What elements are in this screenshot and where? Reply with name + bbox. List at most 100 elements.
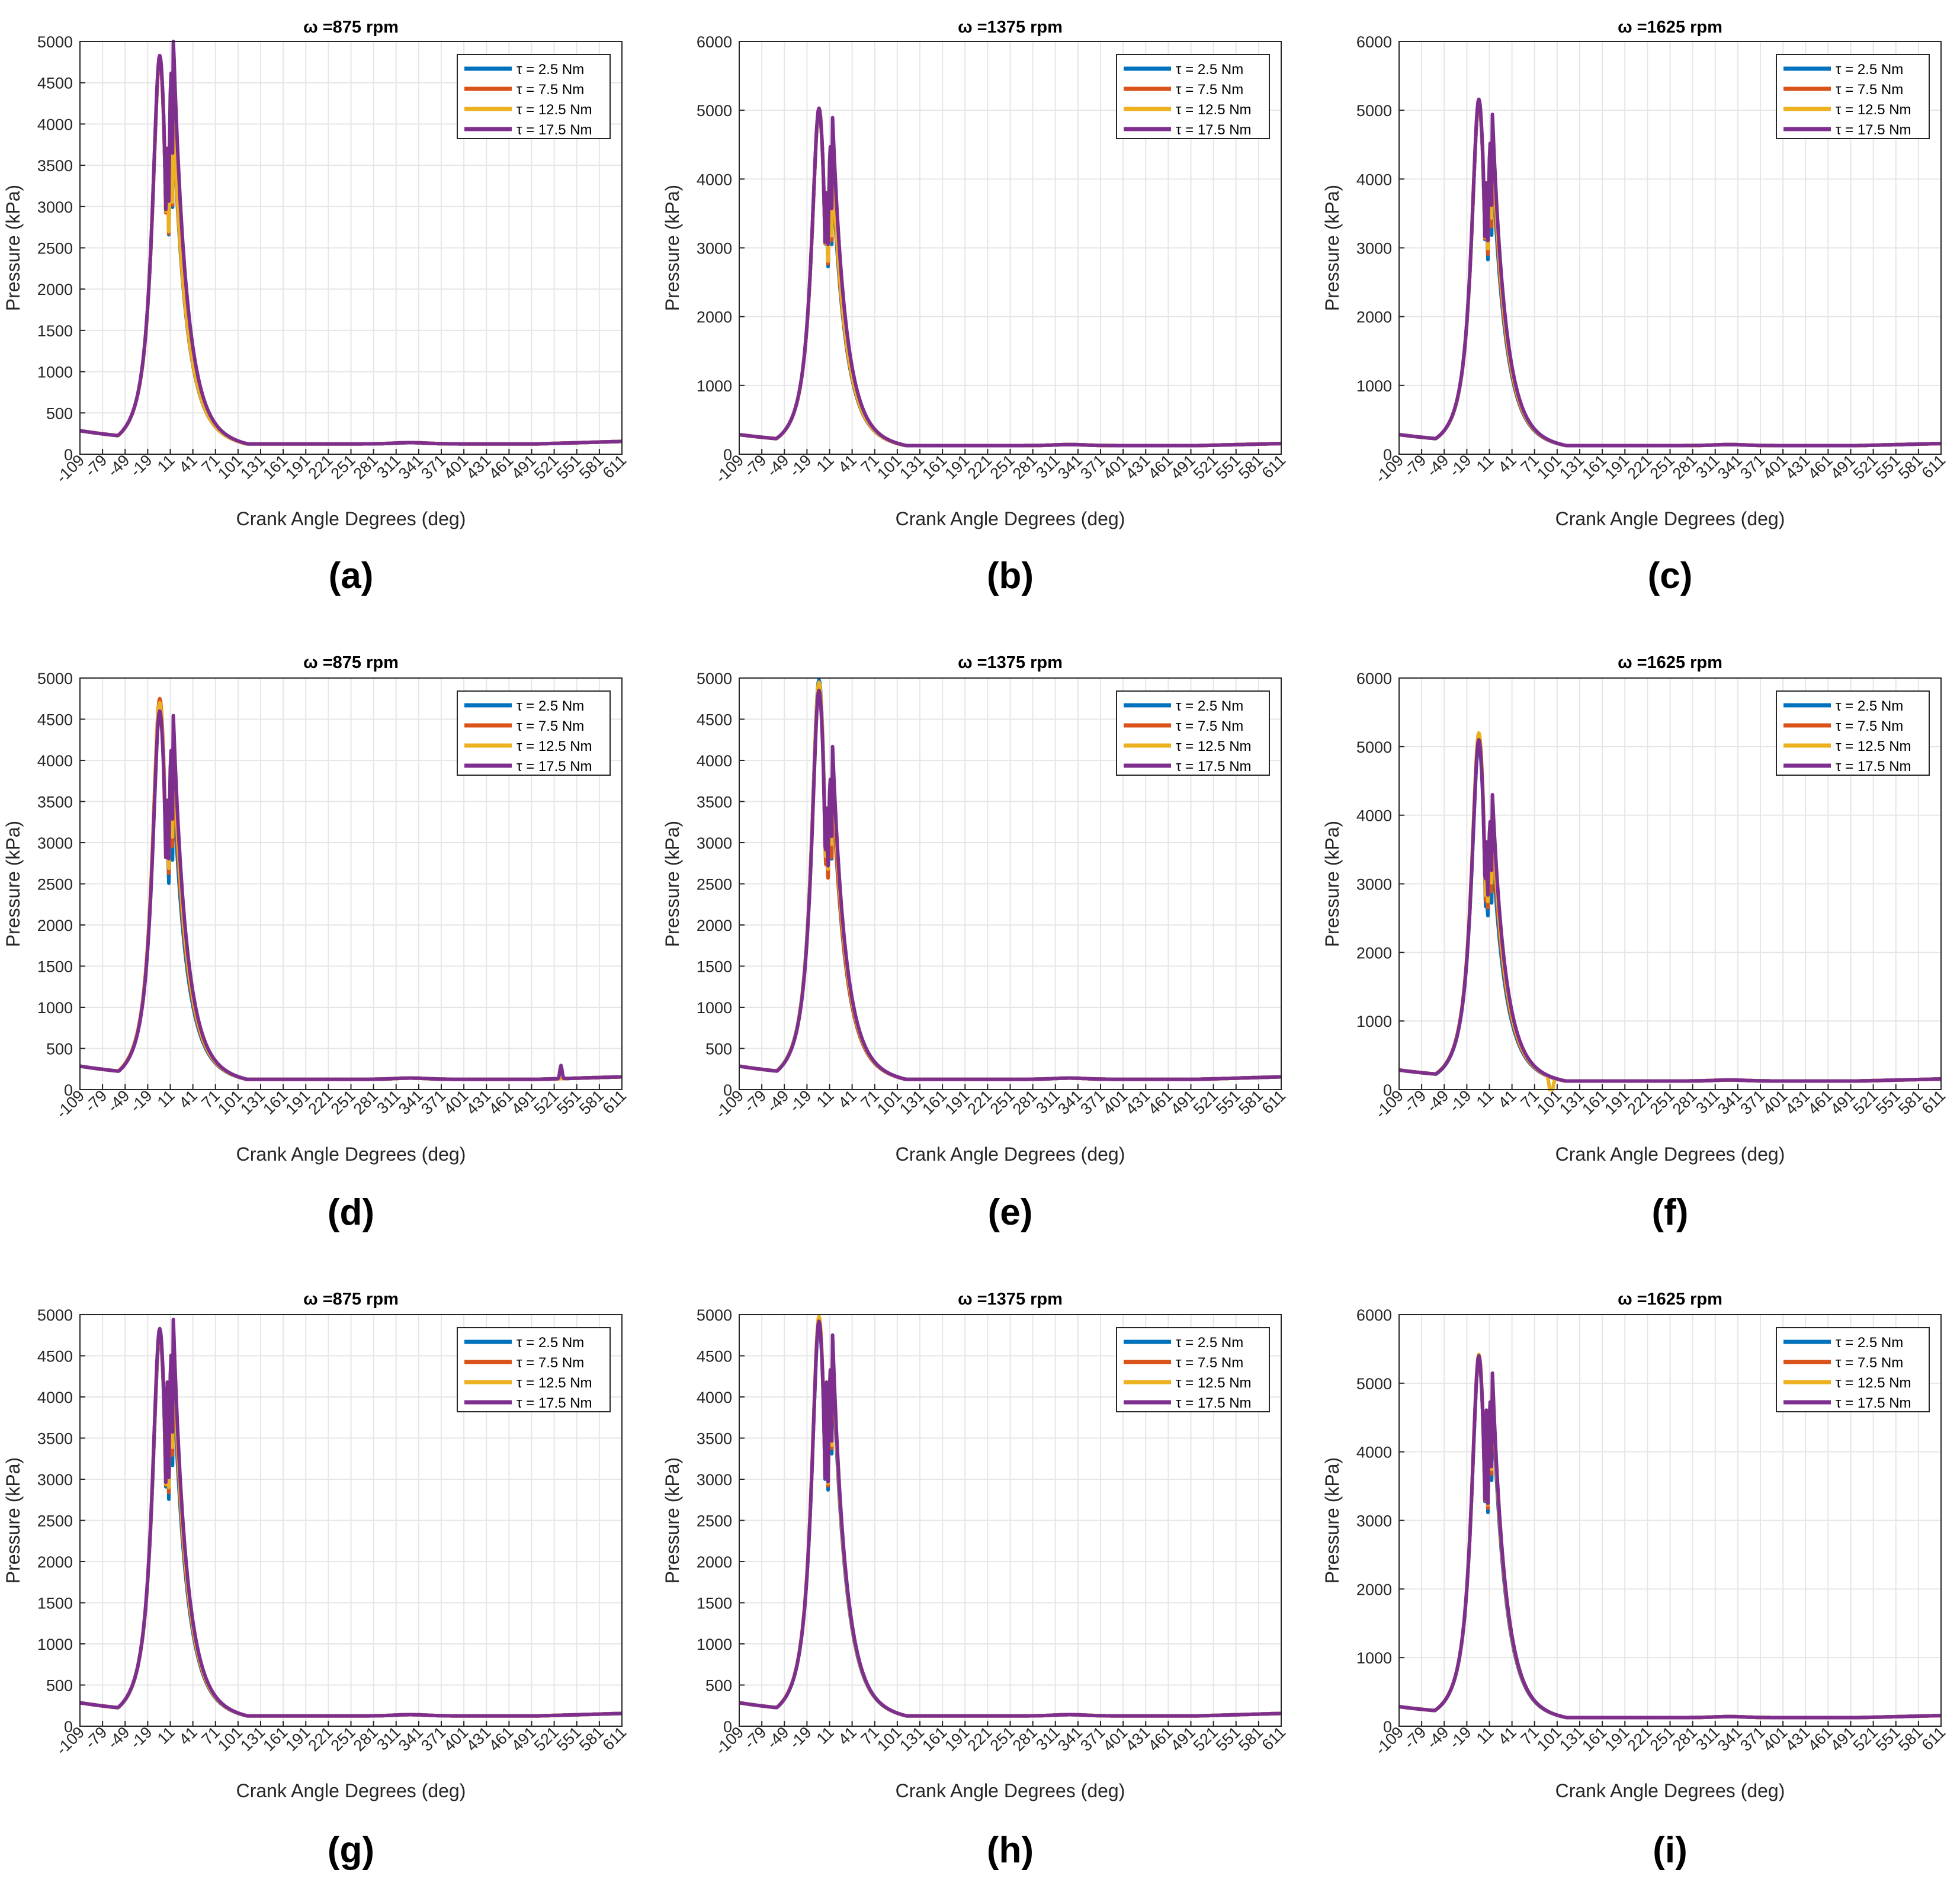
x-tick-label: 611	[599, 451, 630, 482]
y-tick-label: 4500	[37, 711, 73, 729]
x-axis-label: Crank Angle Degrees (deg)	[236, 1143, 466, 1165]
legend-entry: τ = 17.5 Nm	[1836, 1395, 1911, 1411]
x-axis-label: Crank Angle Degrees (deg)	[1555, 1780, 1785, 1801]
y-tick-label: 3000	[1356, 1512, 1392, 1530]
x-tick-label: -19	[1446, 451, 1475, 480]
y-tick-label: 3000	[37, 1471, 73, 1489]
subfigure-label: (g)	[328, 1830, 374, 1871]
series-line-4	[738, 106, 1282, 448]
legend-entry: τ = 7.5 Nm	[517, 82, 584, 98]
y-tick-label: 2000	[37, 1553, 73, 1571]
y-tick-label: 500	[705, 1040, 732, 1058]
chart-title: ω =875 rpm	[303, 18, 399, 37]
y-tick-label: 6000	[1356, 670, 1392, 688]
y-tick-label: 4000	[37, 115, 73, 133]
chart-title: ω =1625 rpm	[1618, 1290, 1722, 1309]
y-tick-label: 500	[46, 1677, 73, 1695]
legend: τ = 2.5 Nm τ = 7.5 Nm τ = 12.5 Nm τ = 17.5 …	[1776, 690, 1930, 776]
legend-entry: τ = 7.5 Nm	[1836, 718, 1903, 734]
legend-entry: τ = 17.5 Nm	[517, 1395, 592, 1411]
y-axis-label: Pressure (kPa)	[662, 821, 683, 947]
chart-g: -109-79-49-19114171101131161191221251281…	[2, 1290, 630, 1871]
y-axis-label: Pressure (kPa)	[1321, 821, 1343, 947]
chart-title: ω =875 rpm	[303, 1290, 399, 1309]
y-tick-label: 6000	[697, 33, 732, 51]
x-tick-label: -19	[786, 451, 815, 480]
legend-entry: τ = 17.5 Nm	[1176, 1395, 1252, 1411]
y-tick-label: 3500	[37, 1430, 73, 1448]
y-tick-label: 4000	[37, 1389, 73, 1406]
chart-title: ω =875 rpm	[303, 653, 399, 672]
legend-entry: τ = 12.5 Nm	[1176, 102, 1252, 118]
legend-entry: τ = 17.5 Nm	[1176, 122, 1252, 138]
y-tick-label: 1000	[697, 377, 732, 395]
legend-entry: τ = 12.5 Nm	[517, 738, 592, 754]
legend-entry: τ = 7.5 Nm	[1176, 82, 1243, 98]
series-line-4	[1398, 738, 1942, 1083]
chart-title: ω =1625 rpm	[1618, 653, 1722, 672]
y-tick-label: 1000	[37, 1636, 73, 1653]
series-line-4	[738, 1319, 1282, 1718]
y-tick-label: 4000	[697, 171, 732, 188]
legend: τ = 2.5 Nm τ = 7.5 Nm τ = 12.5 Nm τ = 17.5 …	[457, 690, 611, 776]
y-tick-label: 5000	[697, 670, 732, 688]
legend-entry: τ = 7.5 Nm	[517, 718, 584, 734]
legend-entry: τ = 12.5 Nm	[1836, 102, 1911, 118]
legend: τ = 2.5 Nm τ = 7.5 Nm τ = 12.5 Nm τ = 17.5 …	[1116, 690, 1270, 776]
y-tick-label: 1000	[37, 999, 73, 1017]
x-tick-label: 611	[599, 1723, 630, 1754]
series-line-4	[79, 40, 623, 446]
y-axis-label: Pressure (kPa)	[1321, 185, 1343, 311]
y-tick-label: 3500	[697, 794, 732, 811]
subfigure-label: (f)	[1652, 1192, 1689, 1233]
x-tick-label: 41	[835, 1087, 859, 1112]
x-axis-label: Crank Angle Degrees (deg)	[236, 1780, 466, 1801]
legend-entry: τ = 2.5 Nm	[517, 62, 584, 78]
legend-entry: τ = 7.5 Nm	[517, 1355, 584, 1371]
x-tick-label: 41	[835, 451, 859, 476]
y-tick-label: 1500	[37, 322, 73, 340]
legend: τ = 2.5 Nm τ = 7.5 Nm τ = 12.5 Nm τ = 17.5 …	[1776, 54, 1930, 139]
y-tick-label: 2500	[697, 1512, 732, 1530]
x-tick-label: -19	[127, 1723, 156, 1752]
y-tick-label: 6000	[1356, 33, 1392, 51]
x-axis-label: Crank Angle Degrees (deg)	[896, 508, 1125, 529]
y-axis-label: Pressure (kPa)	[2, 185, 24, 311]
x-tick-label: -19	[1446, 1723, 1475, 1752]
y-tick-label: 0	[723, 1718, 732, 1736]
chart-f: -109-79-49-19114171101131161191221251281…	[1321, 653, 1949, 1233]
legend: τ = 2.5 Nm τ = 7.5 Nm τ = 12.5 Nm τ = 17.5 …	[1116, 1327, 1270, 1412]
y-tick-label: 3000	[37, 198, 73, 216]
y-tick-label: 4500	[37, 75, 73, 92]
y-tick-label: 5000	[1356, 738, 1392, 756]
x-tick-label: 11	[813, 451, 838, 476]
y-axis-label: Pressure (kPa)	[2, 821, 24, 947]
y-tick-label: 3000	[1356, 240, 1392, 258]
chart-e: -109-79-49-19114171101131161191221251281…	[662, 653, 1289, 1233]
chart-h: -109-79-49-19114171101131161191221251281…	[662, 1290, 1289, 1871]
legend-entry: τ = 12.5 Nm	[517, 102, 592, 118]
y-tick-label: 4500	[697, 711, 732, 729]
y-tick-label: 3000	[37, 834, 73, 852]
chart-c: -109-79-49-19114171101131161191221251281…	[1321, 18, 1949, 596]
y-tick-label: 3000	[1356, 876, 1392, 894]
x-tick-label: 11	[154, 1087, 178, 1111]
x-axis-label: Crank Angle Degrees (deg)	[896, 1143, 1125, 1165]
y-tick-label: 2000	[1356, 944, 1392, 962]
legend-entry: τ = 17.5 Nm	[517, 759, 592, 775]
y-tick-label: 1000	[37, 364, 73, 381]
legend-entry: τ = 12.5 Nm	[1836, 1375, 1911, 1391]
y-tick-label: 2000	[37, 917, 73, 934]
y-tick-label: 1500	[37, 958, 73, 976]
legend-entry: τ = 12.5 Nm	[1176, 738, 1252, 754]
legend-entry: τ = 12.5 Nm	[1836, 738, 1911, 754]
legend-entry: τ = 7.5 Nm	[1176, 718, 1243, 734]
y-tick-label: 1000	[697, 999, 732, 1017]
y-tick-label: 2000	[37, 281, 73, 298]
y-tick-label: 5000	[37, 33, 73, 51]
x-tick-label: 611	[1919, 1723, 1949, 1754]
y-tick-label: 5000	[1356, 1375, 1392, 1393]
x-tick-label: 41	[1494, 1087, 1519, 1112]
legend: τ = 2.5 Nm τ = 7.5 Nm τ = 12.5 Nm τ = 17.5 …	[457, 54, 611, 139]
